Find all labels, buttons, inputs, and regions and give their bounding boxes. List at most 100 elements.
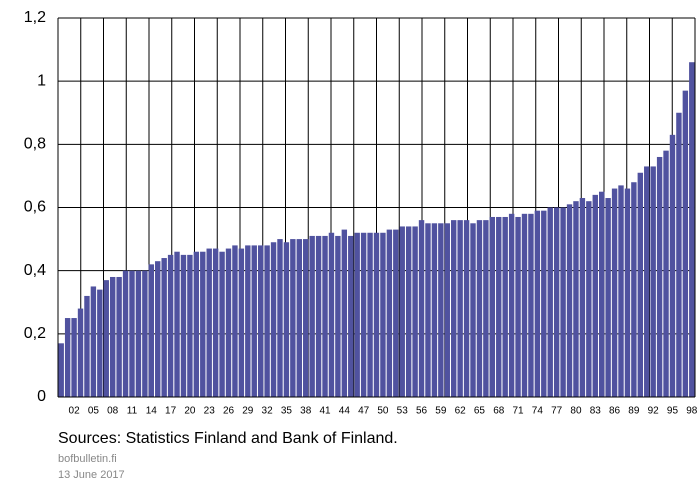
x-tick-label: 11	[127, 406, 138, 417]
bar	[77, 308, 84, 397]
bar	[251, 245, 257, 397]
bar	[238, 248, 245, 397]
bar	[135, 270, 142, 397]
bar	[122, 270, 129, 397]
x-tick-label: 44	[339, 406, 351, 417]
bar	[502, 216, 508, 397]
y-tick-label: 0,6	[24, 199, 46, 216]
x-tick-label: 89	[628, 406, 640, 417]
x-tick-label: 35	[281, 406, 293, 417]
bar	[470, 223, 476, 397]
bar	[592, 194, 598, 397]
x-tick-label: 50	[377, 406, 389, 417]
x-tick-label: 29	[242, 406, 254, 417]
x-tick-label: 02	[69, 406, 81, 417]
y-tick-label: 1,2	[24, 9, 46, 26]
bar	[129, 270, 135, 397]
bar	[219, 251, 225, 397]
bar	[483, 220, 489, 397]
bar	[425, 223, 431, 397]
bar	[212, 248, 219, 397]
bar	[155, 261, 161, 397]
bar	[515, 216, 521, 397]
bar	[84, 295, 90, 397]
bar	[682, 90, 689, 398]
bar	[116, 276, 122, 397]
y-tick-label: 0	[37, 388, 46, 405]
bar	[380, 232, 386, 397]
bar	[676, 112, 682, 397]
bar	[560, 207, 566, 397]
bar	[71, 318, 77, 397]
bar	[148, 264, 155, 397]
bar	[393, 229, 399, 397]
bar	[322, 235, 328, 397]
bar	[418, 220, 425, 397]
x-tick-label: 65	[474, 406, 486, 417]
x-tick-label: 38	[300, 406, 312, 417]
bar	[174, 251, 180, 397]
bar	[541, 210, 547, 397]
bar	[283, 242, 290, 397]
bar	[257, 245, 264, 397]
y-tick-label: 1	[37, 72, 46, 89]
x-tick-label: 20	[184, 406, 196, 417]
x-tick-label: 62	[455, 406, 467, 417]
x-tick-label: 74	[532, 406, 544, 417]
bar	[412, 226, 418, 397]
y-tick-label: 0,4	[24, 262, 46, 279]
bar	[689, 62, 695, 397]
x-tick-label: 41	[319, 406, 331, 417]
source-note: Sources: Statistics Finland and Bank of …	[58, 430, 398, 447]
bar	[360, 232, 367, 397]
x-tick-label: 05	[88, 406, 100, 417]
bar	[167, 254, 174, 397]
bar	[489, 216, 496, 397]
bar	[277, 239, 283, 397]
x-tick-label: 17	[165, 406, 177, 417]
x-tick-label: 98	[686, 406, 698, 417]
bar	[656, 156, 663, 397]
bar	[566, 204, 573, 397]
bar	[264, 245, 270, 397]
x-tick-label: 59	[435, 406, 447, 417]
bar	[399, 226, 405, 397]
bar	[367, 232, 373, 397]
bar	[341, 229, 348, 397]
bar	[438, 223, 444, 397]
x-tick-label: 23	[204, 406, 216, 417]
bar	[637, 172, 644, 397]
bar	[64, 318, 71, 397]
bar	[58, 343, 64, 397]
bar	[451, 220, 457, 397]
bar	[180, 254, 187, 397]
bar	[328, 232, 335, 397]
x-tick-label: 68	[493, 406, 505, 417]
bar	[476, 220, 483, 397]
bar	[354, 232, 360, 397]
bar	[573, 201, 579, 397]
bar	[586, 201, 592, 397]
bar	[161, 258, 167, 397]
x-tick-label: 86	[609, 406, 621, 417]
bar	[405, 226, 412, 397]
x-tick-label: 80	[570, 406, 582, 417]
bar	[431, 223, 438, 397]
bar	[348, 235, 354, 397]
bar	[142, 270, 148, 397]
bar	[618, 185, 624, 397]
y-tick-label: 0,2	[24, 325, 46, 342]
bar	[97, 289, 103, 397]
bar	[200, 251, 206, 397]
bar	[669, 134, 676, 397]
bar	[496, 216, 502, 397]
bar	[315, 235, 322, 397]
x-tick-label: 56	[416, 406, 428, 417]
bar	[373, 232, 380, 397]
bar	[303, 239, 309, 397]
bar	[296, 239, 302, 397]
bar	[193, 251, 200, 397]
x-tick-label: 95	[667, 406, 679, 417]
x-tick-label: 08	[107, 406, 119, 417]
